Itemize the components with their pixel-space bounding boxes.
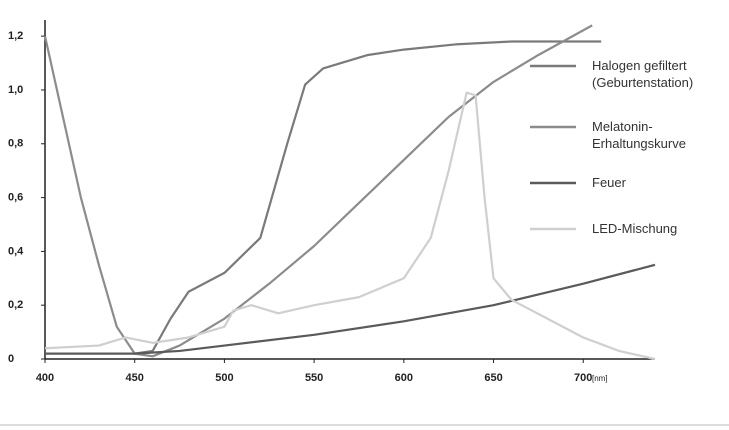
series-line (45, 263, 656, 355)
y-tick-label: 0,2 (8, 299, 23, 311)
x-tick-label: 400 (36, 372, 54, 384)
x-tick-label: 700 (574, 372, 592, 384)
y-tick-label: 0,4 (8, 245, 24, 257)
series-line (44, 91, 656, 361)
y-tick-label: 1,0 (8, 84, 23, 96)
legend-label: LED-Mischung (592, 221, 678, 236)
y-tick-label: 0,8 (8, 138, 23, 150)
legend-label: Melatonin-Erhaltungskurve (592, 119, 686, 151)
y-tick-label: 1,2 (8, 30, 23, 42)
x-tick-label: 650 (484, 372, 502, 384)
legend-label: Halogen gefiltert (Geburtenstation) (592, 58, 694, 90)
x-tick-label: 450 (126, 372, 144, 384)
x-tick-label: 500 (215, 372, 233, 384)
x-axis-unit: [nm] (592, 374, 608, 383)
series-line (134, 40, 602, 355)
x-tick-label: 550 (305, 372, 323, 384)
y-tick-label: 0,6 (8, 191, 23, 203)
series-line (43, 24, 593, 358)
legend-label: Feuer (592, 175, 626, 190)
y-tick-label: 0 (8, 353, 14, 365)
x-tick-label: 600 (395, 372, 413, 384)
